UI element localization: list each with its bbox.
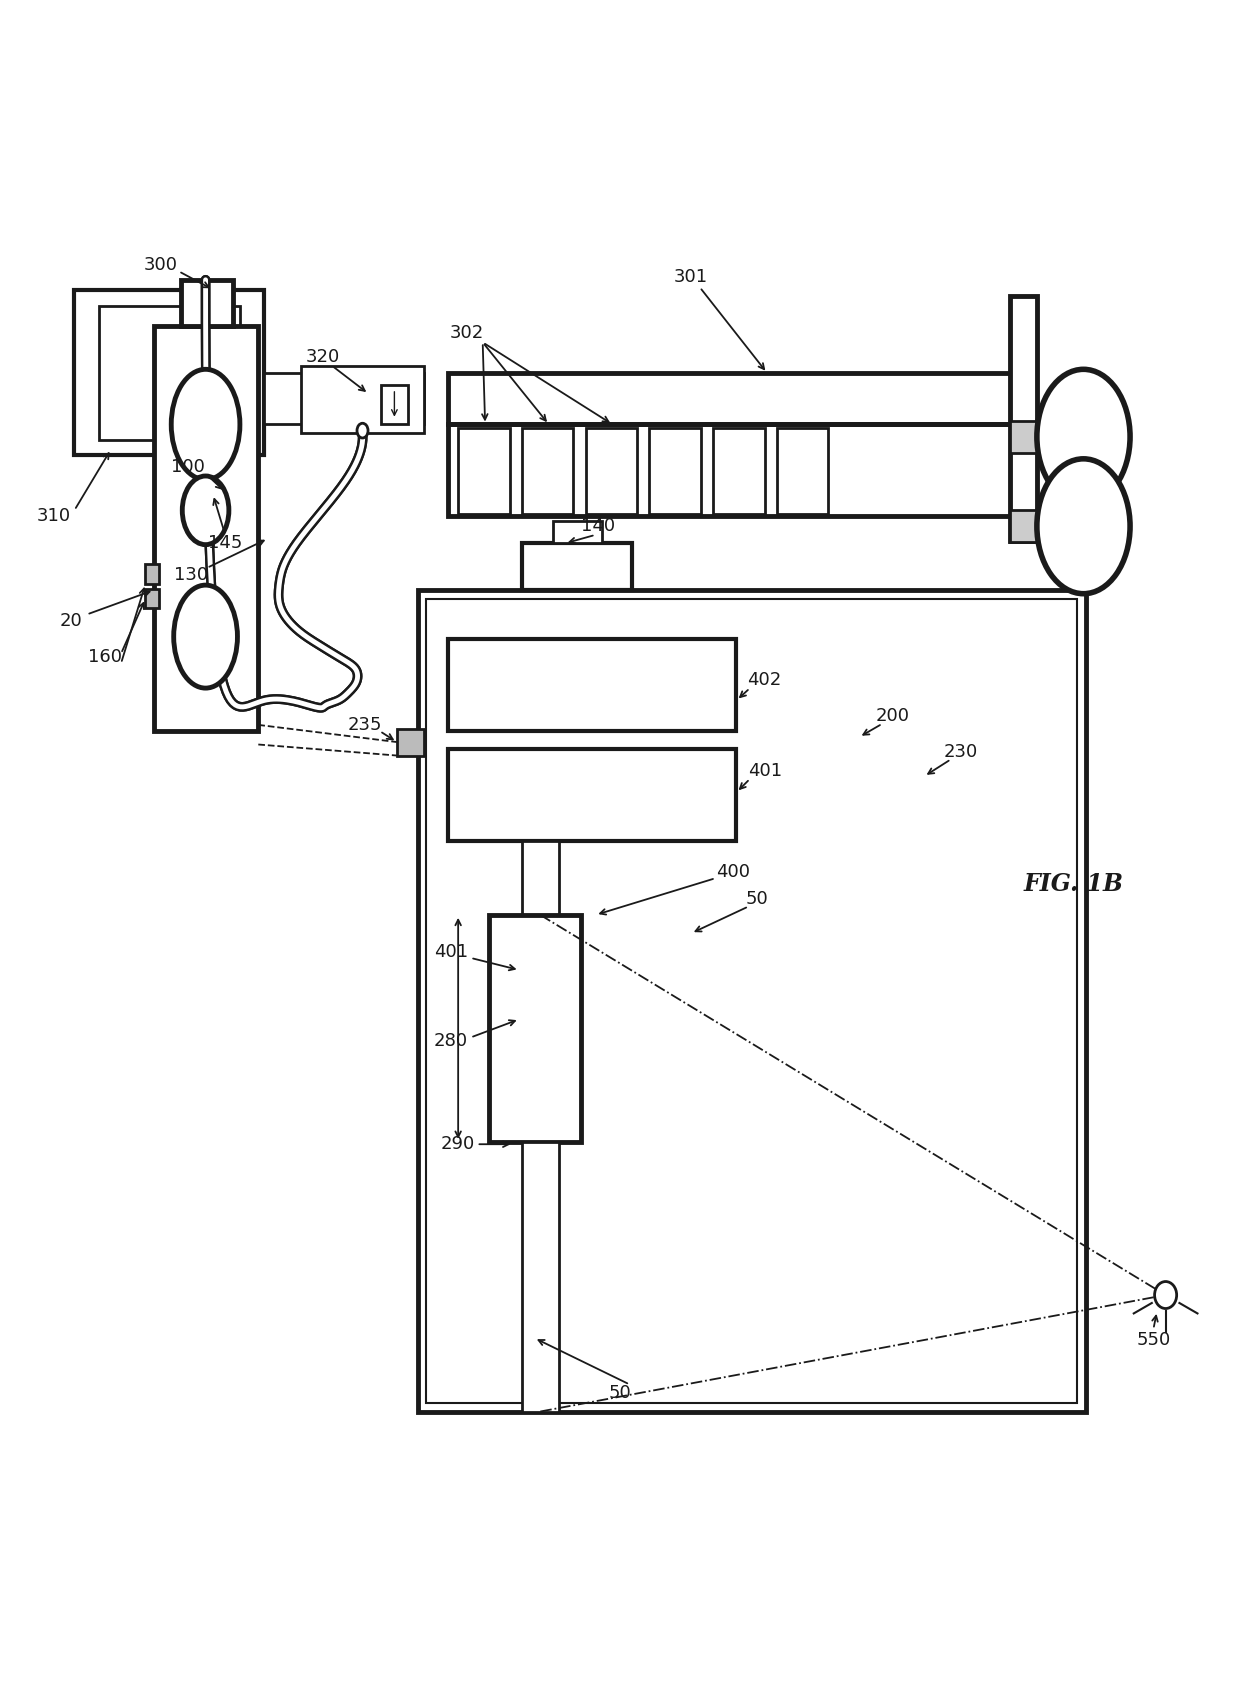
Text: 200: 200	[875, 707, 909, 725]
Text: 320: 320	[306, 347, 341, 366]
Text: 402: 402	[748, 671, 781, 688]
Bar	[145, 564, 159, 583]
Text: 310: 310	[36, 507, 71, 525]
Text: 300: 300	[143, 256, 177, 275]
Bar	[74, 290, 264, 456]
Text: 145: 145	[208, 534, 242, 553]
Bar	[449, 749, 737, 841]
Bar	[418, 590, 1086, 1412]
Bar	[553, 522, 601, 544]
Text: FIG. 1B: FIG. 1B	[1024, 873, 1123, 897]
Text: 401: 401	[434, 942, 467, 961]
Bar	[381, 385, 408, 424]
Text: 230: 230	[944, 742, 978, 761]
Bar	[522, 841, 559, 915]
Bar	[522, 1142, 559, 1412]
Bar	[449, 639, 737, 731]
Text: 140: 140	[580, 517, 615, 536]
Ellipse shape	[171, 370, 239, 480]
Bar	[458, 429, 510, 514]
Text: 20: 20	[60, 612, 82, 629]
Text: 50: 50	[609, 1385, 631, 1402]
Bar	[522, 429, 573, 514]
Bar	[145, 588, 159, 609]
Bar	[522, 544, 632, 590]
Bar	[181, 280, 233, 327]
Text: 280: 280	[434, 1032, 467, 1051]
Ellipse shape	[1154, 1281, 1177, 1309]
Text: 160: 160	[88, 649, 122, 666]
Bar	[99, 305, 239, 441]
Text: 100: 100	[171, 458, 206, 476]
Bar	[1009, 420, 1037, 453]
Bar	[449, 373, 1018, 424]
Ellipse shape	[1037, 459, 1130, 593]
Bar	[301, 366, 424, 434]
Bar	[427, 598, 1078, 1403]
Bar	[777, 429, 828, 514]
Ellipse shape	[174, 585, 237, 688]
Bar	[1009, 510, 1037, 542]
Bar	[585, 429, 637, 514]
Text: 400: 400	[715, 863, 750, 881]
Bar	[264, 373, 424, 424]
Bar	[489, 915, 580, 1142]
Text: 290: 290	[441, 1136, 475, 1153]
Bar	[650, 429, 701, 514]
Bar	[449, 424, 1018, 517]
Text: 235: 235	[347, 715, 382, 734]
Text: 302: 302	[450, 324, 484, 341]
Text: 130: 130	[174, 566, 208, 585]
Text: 550: 550	[1136, 1331, 1171, 1349]
Text: 301: 301	[675, 268, 708, 286]
Ellipse shape	[182, 476, 229, 544]
Bar	[1009, 295, 1037, 541]
Text: 401: 401	[748, 763, 781, 780]
Bar	[397, 729, 424, 756]
Ellipse shape	[1037, 370, 1130, 503]
Bar	[154, 327, 258, 731]
Text: 50: 50	[746, 890, 769, 909]
Ellipse shape	[357, 424, 368, 437]
Bar	[713, 429, 765, 514]
